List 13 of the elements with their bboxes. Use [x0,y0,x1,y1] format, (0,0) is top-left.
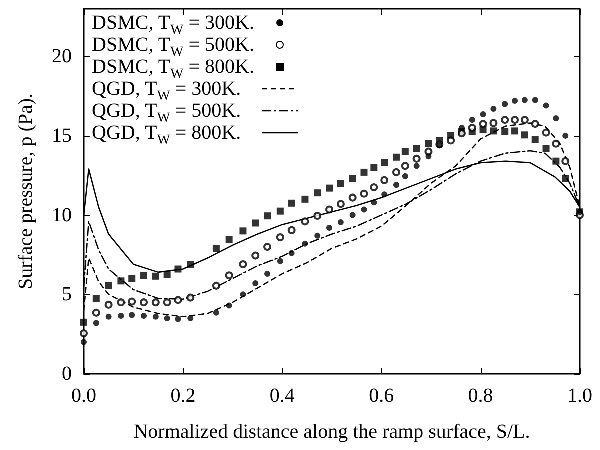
x-tick-label: 0.8 [468,385,494,407]
x-tick-label: 0.0 [72,385,96,407]
x-tick-label: 1.0 [568,385,592,407]
y-tick-label: 20 [52,46,72,68]
y-tick-label: 15 [52,124,72,147]
y-tick-label: 0 [62,363,72,385]
x-tick-label: 0.2 [170,385,196,407]
y-tick-label: 5 [62,284,72,306]
x-axis-title: Normalized distance along the ramp surface, S/L. [134,421,530,443]
y-axis-title: Surface pressure, p (Pa). [15,93,37,290]
x-tick-label: 0.6 [369,385,394,407]
x-tick-label: 0.4 [270,385,295,407]
y-tick-label: 10 [52,204,72,226]
